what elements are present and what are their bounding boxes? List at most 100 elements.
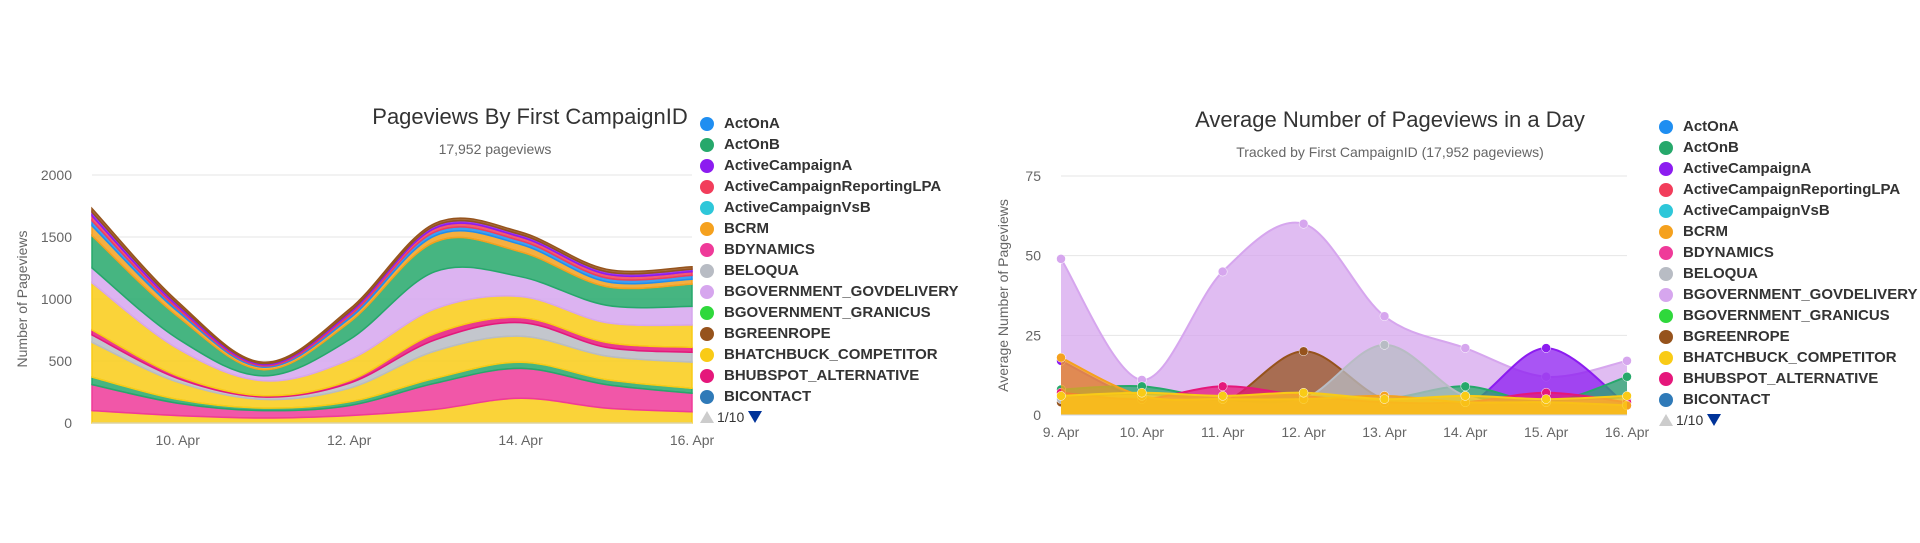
legend-item[interactable]: ActiveCampaignA <box>1659 158 1917 179</box>
x-tick-label: 16. Apr <box>1605 424 1650 440</box>
legend-item[interactable]: BGOVERNMENT_GOVDELIVERY <box>1659 284 1917 305</box>
data-point[interactable] <box>1298 387 1309 398</box>
data-point[interactable] <box>1217 381 1228 392</box>
legend-marker-icon <box>700 326 714 341</box>
legend-item-label: BCRM <box>724 220 769 237</box>
chart-legend: ActOnA ActOnB ActiveCampaignA ActiveCampaig… <box>1659 116 1917 428</box>
chart-subtitle: Tracked by First CampaignID (17,952 page… <box>1236 144 1544 160</box>
legend-item[interactable]: ActOnA <box>1659 116 1917 137</box>
legend-item-label: BGOVERNMENT_GOVDELIVERY <box>724 283 959 300</box>
series-area[interactable] <box>1061 222 1627 415</box>
chart-subtitle: 17,952 pageviews <box>439 141 552 157</box>
x-tick-label: 12. Apr <box>327 432 372 448</box>
legend-pager: 1/10 <box>1659 412 1917 428</box>
data-point[interactable] <box>1298 219 1309 229</box>
legend-item-label: BCRM <box>1683 223 1728 240</box>
legend-item-label: BGREENROPE <box>724 325 831 342</box>
average-pageviews-area-chart: Average Number of Pageviews in a Day Trac… <box>995 107 1650 440</box>
legend-item[interactable]: BHATCHBUCK_COMPETITOR <box>1659 347 1917 368</box>
data-point[interactable] <box>1217 391 1228 401</box>
legend-marker-icon <box>1659 329 1673 344</box>
legend-item[interactable]: ActiveCampaignA <box>700 155 958 176</box>
series-area[interactable] <box>1061 344 1627 415</box>
data-point[interactable] <box>1541 343 1551 353</box>
legend-marker-icon <box>700 200 714 215</box>
legend-marker-icon <box>1659 119 1673 134</box>
chart-title: Average Number of Pageviews in a Day <box>1195 107 1585 132</box>
data-point[interactable] <box>1460 391 1471 401</box>
data-point[interactable] <box>1460 343 1471 353</box>
data-point[interactable] <box>1137 387 1147 398</box>
legend-item[interactable]: BCRM <box>700 218 958 239</box>
y-axis-label: Number of Pageviews <box>14 231 30 368</box>
legend-item-label: ActOnB <box>1683 139 1739 156</box>
legend-item[interactable]: ActOnB <box>1659 137 1917 158</box>
legend-marker-icon <box>700 284 714 299</box>
chart-panel-pageviews-by-campaign: Pageviews By First CampaignID 17,952 page… <box>14 104 958 448</box>
data-point[interactable] <box>1622 356 1632 366</box>
data-point[interactable] <box>1379 311 1390 321</box>
legend-marker-icon <box>700 137 714 152</box>
legend-item[interactable]: BELOQUA <box>1659 263 1917 284</box>
legend-page-down-icon[interactable] <box>1707 414 1722 426</box>
x-tick-label: 10. Apr <box>156 432 201 448</box>
data-point[interactable] <box>1056 254 1066 264</box>
legend-item[interactable]: BHUBSPOT_ALTERNATIVE <box>700 365 958 386</box>
legend-marker-icon <box>700 368 714 383</box>
data-point[interactable] <box>1379 394 1390 404</box>
data-point[interactable] <box>1622 372 1632 382</box>
legend-item[interactable]: BICONTACT <box>1659 389 1917 410</box>
legend-marker-icon <box>700 221 714 236</box>
legend-item[interactable]: ActOnB <box>700 134 958 155</box>
legend-item[interactable]: ActiveCampaignReportingLPA <box>700 176 958 197</box>
legend-item[interactable]: BDYNAMICS <box>700 239 958 260</box>
data-point[interactable] <box>1056 391 1066 401</box>
legend-item[interactable]: ActiveCampaignReportingLPA <box>1659 179 1917 200</box>
data-point[interactable] <box>1298 346 1309 357</box>
legend-item[interactable]: BICONTACT <box>700 386 958 407</box>
legend-item[interactable]: BGREENROPE <box>1659 326 1917 347</box>
x-tick-label: 14. Apr <box>1443 424 1488 440</box>
data-point[interactable] <box>1056 352 1066 363</box>
x-tick-label: 10. Apr <box>1120 424 1165 440</box>
legend-item-label: BGOVERNMENT_GRANICUS <box>724 304 931 321</box>
legend-page-up-icon[interactable] <box>700 411 714 423</box>
data-point[interactable] <box>1622 391 1632 401</box>
data-point[interactable] <box>1541 394 1551 404</box>
legend-marker-icon <box>1659 203 1673 218</box>
legend-item-label: ActOnA <box>724 115 780 132</box>
legend-marker-icon <box>1659 182 1673 197</box>
data-point[interactable] <box>1217 266 1228 277</box>
chart-legend: ActOnA ActOnB ActiveCampaignA ActiveCampaig… <box>700 113 958 425</box>
legend-marker-icon <box>1659 266 1673 281</box>
data-point[interactable] <box>1379 340 1390 350</box>
series-area[interactable] <box>91 206 693 365</box>
y-tick-label: 0 <box>64 415 72 431</box>
legend-item-label: BGOVERNMENT_GOVDELIVERY <box>1683 286 1918 303</box>
legend-item[interactable]: BGOVERNMENT_GRANICUS <box>700 302 958 323</box>
y-tick-label: 1000 <box>41 291 72 307</box>
legend-page-up-icon[interactable] <box>1659 414 1673 426</box>
legend-item-label: BGREENROPE <box>1683 328 1790 345</box>
x-tick-label: 13. Apr <box>1362 424 1407 440</box>
legend-item[interactable]: BGOVERNMENT_GOVDELIVERY <box>700 281 958 302</box>
legend-marker-icon <box>1659 350 1673 365</box>
legend-item[interactable]: ActiveCampaignVsB <box>1659 200 1917 221</box>
series-group <box>1056 219 1632 415</box>
data-point[interactable] <box>1460 381 1471 392</box>
legend-item[interactable]: BELOQUA <box>700 260 958 281</box>
legend-item-label: BICONTACT <box>724 388 812 405</box>
legend-item[interactable]: BHATCHBUCK_COMPETITOR <box>700 344 958 365</box>
legend-page-down-icon[interactable] <box>748 411 763 423</box>
legend-item[interactable]: BCRM <box>1659 221 1917 242</box>
legend-page-indicator: 1/10 <box>717 409 745 425</box>
legend-item[interactable]: ActiveCampaignVsB <box>700 197 958 218</box>
legend-item[interactable]: BGREENROPE <box>700 323 958 344</box>
y-axis-label: Average Number of Pageviews <box>995 199 1011 392</box>
legend-item[interactable]: BGOVERNMENT_GRANICUS <box>1659 305 1917 326</box>
legend-marker-icon <box>1659 287 1673 302</box>
legend-item[interactable]: BHUBSPOT_ALTERNATIVE <box>1659 368 1917 389</box>
legend-item[interactable]: BDYNAMICS <box>1659 242 1917 263</box>
legend-item[interactable]: ActOnA <box>700 113 958 134</box>
series-area[interactable] <box>1061 392 1627 415</box>
